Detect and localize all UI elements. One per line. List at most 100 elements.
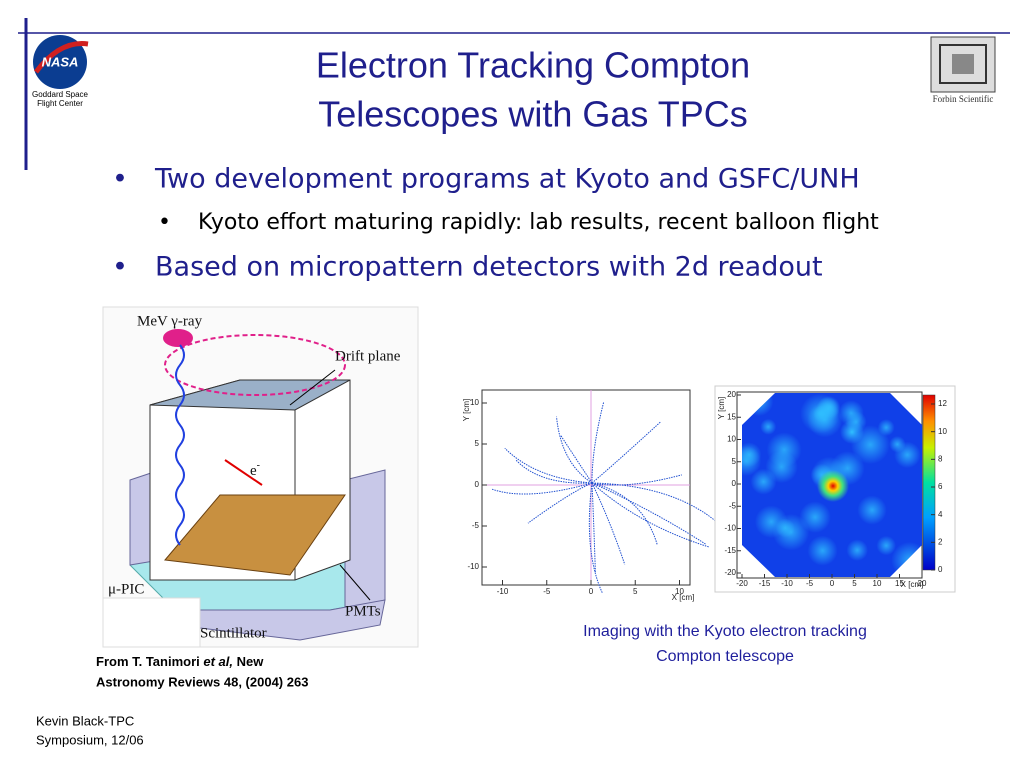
diagram-label: e- — [250, 460, 260, 479]
reference: Astronomy Reviews 48, (2004) 263 — [96, 674, 308, 689]
reference-part: et al, — [203, 654, 233, 669]
y-tick-label: 10 — [727, 435, 736, 444]
diagram-label: e — [250, 463, 257, 479]
x-tick-label: 0 — [830, 579, 835, 588]
partner-name: Forbin Scientific — [933, 94, 994, 104]
heat-spot — [840, 420, 864, 444]
reference: From T. Tanimori et al, New — [96, 654, 264, 669]
colorbar-tick-label: 12 — [938, 399, 947, 408]
y-tick-label: 15 — [727, 412, 736, 421]
org-name: Flight Center — [37, 99, 83, 108]
axis-label: X [cm] — [672, 593, 695, 602]
bullet: Two development programs at Kyoto and GS… — [154, 164, 860, 195]
x-tick-label: 0 — [589, 587, 594, 596]
y-tick-label: 10 — [470, 398, 479, 407]
track — [491, 482, 593, 495]
x-tick-label: -20 — [736, 579, 748, 588]
tracks — [482, 390, 721, 594]
track — [591, 482, 658, 546]
bullet-marker: • — [158, 210, 171, 235]
title: Telescopes with Gas TPCs — [318, 94, 748, 135]
footer: Symposium, 12/06 — [36, 732, 144, 747]
y-tick-label: 5 — [475, 439, 480, 448]
axis-label: X [cm] — [901, 580, 924, 589]
track — [591, 482, 596, 573]
heat-blob — [838, 400, 864, 426]
caption: Imaging with the Kyoto electron tracking — [583, 623, 867, 640]
colorbar-tick-label: 10 — [938, 427, 947, 436]
x-tick-label: -5 — [543, 587, 551, 596]
bullet: Based on micropattern detectors with 2d … — [155, 252, 823, 283]
track — [591, 482, 721, 526]
y-tick-label: -15 — [724, 546, 736, 555]
track — [527, 482, 593, 524]
colorbar-tick-label: 8 — [938, 454, 943, 463]
heatmap — [742, 393, 922, 577]
detector-diagram — [102, 306, 419, 648]
y-tick-label: 0 — [732, 479, 737, 488]
heat-blob — [815, 396, 841, 422]
track — [591, 482, 710, 548]
heat-blob — [754, 505, 788, 539]
y-tick-label: 0 — [475, 480, 480, 489]
track — [556, 416, 593, 484]
y-tick-label: 5 — [732, 457, 737, 466]
x-tick-label: 5 — [852, 579, 857, 588]
x-tick-label: -15 — [759, 579, 771, 588]
heat-blob — [877, 419, 895, 436]
diagram-label: Drift plane — [335, 348, 401, 364]
diagram-label: MeV γ-ray — [137, 313, 203, 329]
diagram-label: Scintillator — [200, 625, 267, 641]
colorbar-tick-label: 0 — [938, 565, 943, 574]
heat-spot — [817, 470, 849, 502]
heat-blob — [889, 435, 906, 453]
colorbar-tick-label: 6 — [938, 482, 943, 491]
logo-text: NASA — [42, 54, 79, 69]
colorbar-tick-label: 4 — [938, 510, 943, 519]
track — [588, 482, 603, 594]
y-tick-label: -5 — [729, 501, 737, 510]
reference-part: From T. Tanimori — [96, 654, 203, 669]
x-tick-label: 10 — [873, 579, 882, 588]
track — [504, 447, 593, 484]
track — [591, 421, 662, 484]
x-tick-label: -5 — [806, 579, 814, 588]
heat-blob — [857, 495, 887, 525]
track — [591, 482, 706, 545]
y-tick-label: -10 — [724, 524, 736, 533]
y-tick-label: -5 — [472, 521, 480, 530]
axis-label: Y [cm] — [462, 399, 471, 422]
title: Electron Tracking Compton — [316, 45, 750, 86]
y-tick-label: 20 — [727, 390, 736, 399]
caption: Compton telescope — [656, 648, 794, 665]
x-tick-label: 15 — [895, 579, 904, 588]
axis-label: Y [cm] — [717, 397, 726, 420]
x-tick-label: -10 — [781, 579, 793, 588]
heat-blob — [750, 468, 777, 495]
y-tick-label: -20 — [724, 568, 736, 577]
heat-blob — [876, 535, 896, 556]
heat-blob — [760, 418, 777, 435]
tracks-frame — [481, 389, 691, 586]
track — [560, 435, 593, 484]
footer: Kevin Black-TPC — [36, 713, 134, 728]
x-tick-label: -10 — [497, 587, 509, 596]
colorbar — [922, 394, 936, 571]
bullet: Kyoto effort maturing rapidly: lab resul… — [198, 210, 879, 235]
heat-blob — [742, 445, 762, 476]
track — [591, 402, 605, 484]
diagram-label: μ-PIC — [108, 581, 144, 597]
nasa-logo: NASA — [33, 35, 89, 89]
track — [515, 459, 593, 484]
diagram-label: PMTs — [345, 603, 381, 619]
colorbar-tick-label: 2 — [938, 537, 943, 546]
bullet-marker: • — [112, 252, 128, 283]
heat-blob — [846, 539, 869, 561]
x-tick-label: 5 — [633, 587, 638, 596]
tracks-plot-bg — [460, 383, 700, 605]
y-tick-label: -10 — [467, 562, 479, 571]
x-tick-label: 10 — [675, 587, 684, 596]
bullet-marker: • — [112, 164, 128, 195]
